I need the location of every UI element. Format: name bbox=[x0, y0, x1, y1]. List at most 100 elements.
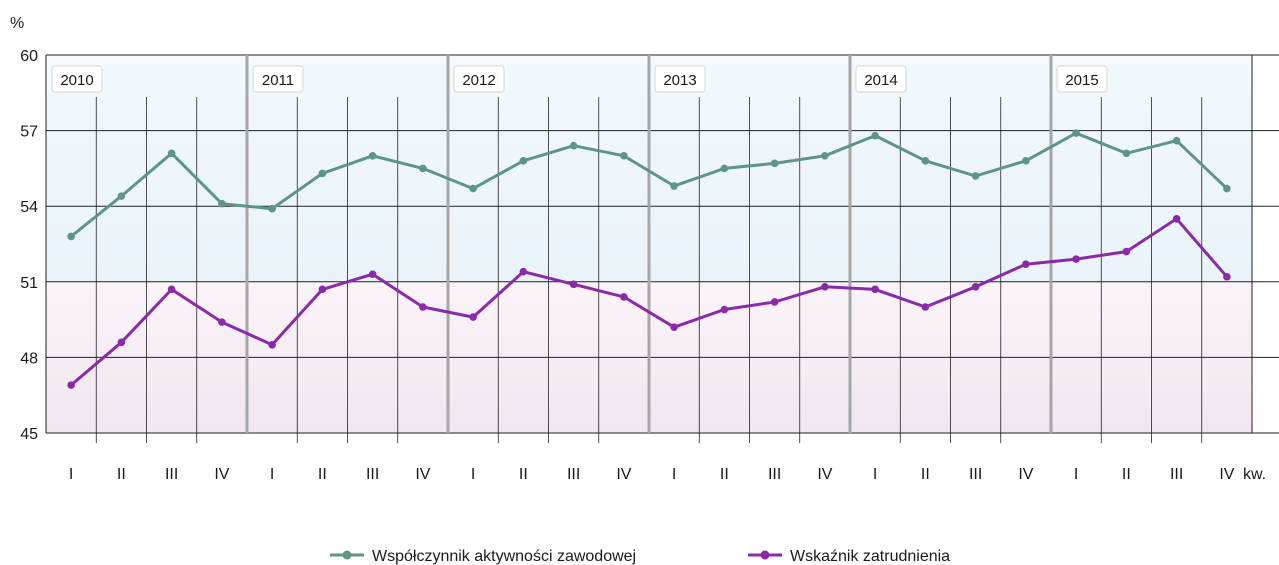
data-point bbox=[921, 157, 930, 165]
x-tick-label: III bbox=[1170, 466, 1183, 483]
data-point bbox=[720, 305, 729, 314]
year-label: 2010 bbox=[60, 72, 93, 89]
year-label: 2015 bbox=[1065, 72, 1098, 89]
data-point bbox=[117, 192, 126, 200]
year-badge bbox=[453, 65, 505, 93]
data-point bbox=[419, 164, 427, 173]
data-point bbox=[871, 131, 879, 140]
y-tick-label: 60 bbox=[20, 48, 38, 65]
year-badge bbox=[252, 65, 304, 93]
year-badge bbox=[654, 65, 706, 93]
series-line bbox=[70, 217, 1229, 387]
data-point bbox=[821, 152, 829, 160]
y-axis-unit: % bbox=[10, 15, 24, 32]
y-tick-label: 45 bbox=[20, 426, 38, 443]
x-axis-unit: kw. bbox=[1243, 466, 1266, 483]
data-point bbox=[1072, 255, 1080, 263]
series-1 bbox=[67, 129, 1231, 241]
year-label: 2012 bbox=[462, 72, 495, 89]
legend-label: Wskaźnik zatrudnienia bbox=[790, 548, 950, 565]
x-tick-label: I bbox=[873, 466, 877, 483]
x-tick-label: I bbox=[672, 466, 676, 483]
data-point bbox=[569, 280, 578, 289]
legend-item: Współczynnik aktywności zawodowej bbox=[330, 548, 636, 565]
y-tick-label: 51 bbox=[20, 275, 38, 292]
y-tick-label: 54 bbox=[20, 199, 38, 216]
data-point bbox=[971, 172, 980, 180]
legend: Współczynnik aktywności zawodowej Wskaźni… bbox=[330, 548, 950, 565]
data-point bbox=[1223, 272, 1231, 281]
x-tick-label: I bbox=[270, 466, 274, 483]
x-tick-label: I bbox=[69, 466, 73, 483]
legend-swatch-marker bbox=[342, 550, 352, 560]
data-point bbox=[770, 298, 779, 306]
x-tick-label: III bbox=[969, 466, 982, 483]
data-point bbox=[1072, 129, 1080, 137]
data-point bbox=[67, 232, 75, 241]
x-tick-label: II bbox=[117, 466, 126, 483]
data-point bbox=[469, 184, 477, 193]
data-point bbox=[821, 283, 829, 291]
x-tick-label: II bbox=[318, 466, 327, 483]
data-point bbox=[971, 283, 980, 291]
data-point bbox=[419, 303, 427, 311]
series bbox=[67, 129, 1231, 389]
data-point bbox=[871, 285, 879, 294]
x-tick-label: III bbox=[768, 466, 781, 483]
x-tick-label: II bbox=[720, 466, 729, 483]
data-point bbox=[921, 303, 930, 311]
data-point bbox=[770, 159, 779, 168]
data-point bbox=[318, 169, 327, 178]
data-point bbox=[117, 338, 126, 347]
x-tick-label: III bbox=[366, 466, 379, 483]
x-tick-label: III bbox=[165, 466, 178, 483]
year-badge bbox=[1056, 65, 1108, 93]
x-tick-label: III bbox=[567, 466, 580, 483]
data-point bbox=[218, 318, 226, 326]
data-point bbox=[167, 285, 176, 294]
data-point bbox=[670, 323, 678, 331]
x-tick-label: IV bbox=[616, 466, 631, 483]
data-point bbox=[469, 313, 477, 321]
data-point bbox=[519, 157, 528, 165]
year-badge bbox=[855, 65, 907, 93]
data-point bbox=[268, 341, 276, 349]
y-tick-label: 48 bbox=[20, 350, 38, 367]
legend-swatch-marker bbox=[760, 550, 770, 560]
x-tick-label: II bbox=[519, 466, 528, 483]
x-tick-label: IV bbox=[1219, 466, 1234, 483]
x-tick-label: I bbox=[471, 466, 475, 483]
x-axis: kw. I II III IV I II III IV I II III IV I II III IV I II I… bbox=[69, 466, 1266, 483]
y-axis: % 45 48 51 54 57 60 bbox=[10, 15, 38, 443]
data-point bbox=[368, 270, 377, 279]
series-line bbox=[70, 131, 1228, 238]
data-point bbox=[1172, 136, 1181, 145]
data-point bbox=[167, 149, 176, 158]
data-point bbox=[218, 199, 226, 208]
x-tick-label: IV bbox=[214, 466, 229, 483]
x-tick-label: II bbox=[921, 466, 930, 483]
data-point bbox=[1022, 260, 1030, 268]
x-tick-label: IV bbox=[415, 466, 430, 483]
year-label: 2014 bbox=[864, 72, 897, 89]
year-labels: 2010 2011 2012 2013 2014 2015 bbox=[51, 65, 1108, 93]
year-badge bbox=[51, 65, 103, 93]
legend-item: Wskaźnik zatrudnienia bbox=[748, 548, 950, 565]
x-tick-label: I bbox=[1074, 466, 1078, 483]
data-point bbox=[670, 182, 678, 190]
series-2 bbox=[67, 215, 1231, 389]
data-point bbox=[1172, 215, 1181, 223]
data-point bbox=[67, 381, 75, 389]
y-tick-label: 57 bbox=[20, 124, 38, 141]
data-point bbox=[569, 141, 578, 150]
data-point bbox=[368, 152, 377, 160]
data-point bbox=[519, 267, 528, 276]
x-tick-label: IV bbox=[1018, 466, 1033, 483]
data-point bbox=[1223, 184, 1231, 193]
x-tick-label: IV bbox=[817, 466, 832, 483]
year-label: 2011 bbox=[262, 72, 294, 89]
data-point bbox=[1122, 149, 1131, 158]
data-point bbox=[268, 204, 276, 213]
data-point bbox=[1122, 247, 1131, 256]
legend-label: Współczynnik aktywności zawodowej bbox=[372, 548, 636, 565]
